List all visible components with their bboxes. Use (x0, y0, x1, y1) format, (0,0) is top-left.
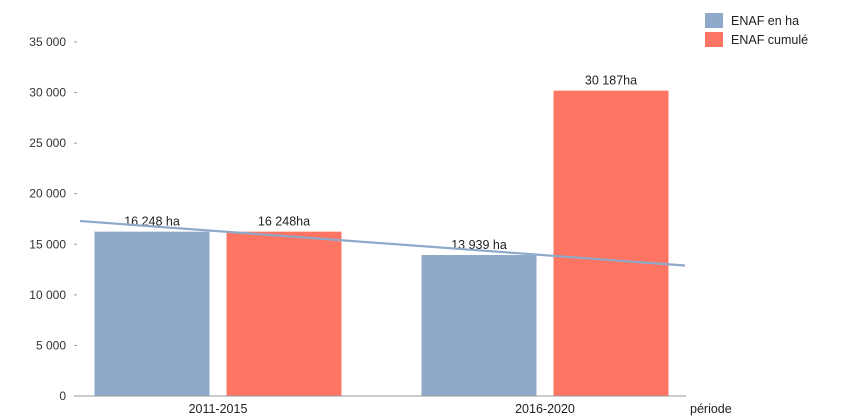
y-tick-label: 10 000 (29, 288, 66, 302)
legend-swatch (705, 13, 723, 28)
legend[interactable]: ENAF en ha ENAF cumulé (705, 13, 808, 47)
y-tick-label: 25 000 (29, 136, 66, 150)
y-tick-label: 5 000 (36, 338, 66, 352)
legend-swatch (705, 32, 723, 47)
x-tick-label: 2011-2015 (189, 402, 248, 416)
bars-group (94, 90, 669, 396)
x-tick-label: 2016-2020 (515, 402, 575, 416)
y-tick-label: 30 000 (29, 86, 66, 100)
x-axis: 2011-2015 2016-2020 (76, 395, 686, 416)
data-label: 30 187ha (585, 74, 637, 88)
data-label: 16 248ha (258, 215, 310, 229)
trendline (79, 219, 686, 267)
y-tick-label: 20 000 (29, 187, 66, 201)
y-tick-label: 0 (59, 389, 66, 403)
bar-enaf-cumule-0[interactable] (226, 231, 342, 396)
legend-label: ENAF en ha (731, 14, 799, 28)
y-tick-label: 15 000 (29, 237, 66, 251)
legend-label: ENAF cumulé (731, 33, 808, 47)
bar-enaf-en-ha-0[interactable] (94, 231, 210, 396)
trendline-group (79, 219, 686, 267)
y-tick-label: 35 000 (29, 35, 66, 49)
y-axis: 0 5 000 10 000 15 000 20 000 25 000 30 000 35 0… (29, 35, 77, 403)
bar-enaf-cumule-1[interactable] (553, 90, 669, 396)
x-axis-title: période (690, 402, 732, 416)
bar-enaf-en-ha-1[interactable] (421, 255, 537, 396)
